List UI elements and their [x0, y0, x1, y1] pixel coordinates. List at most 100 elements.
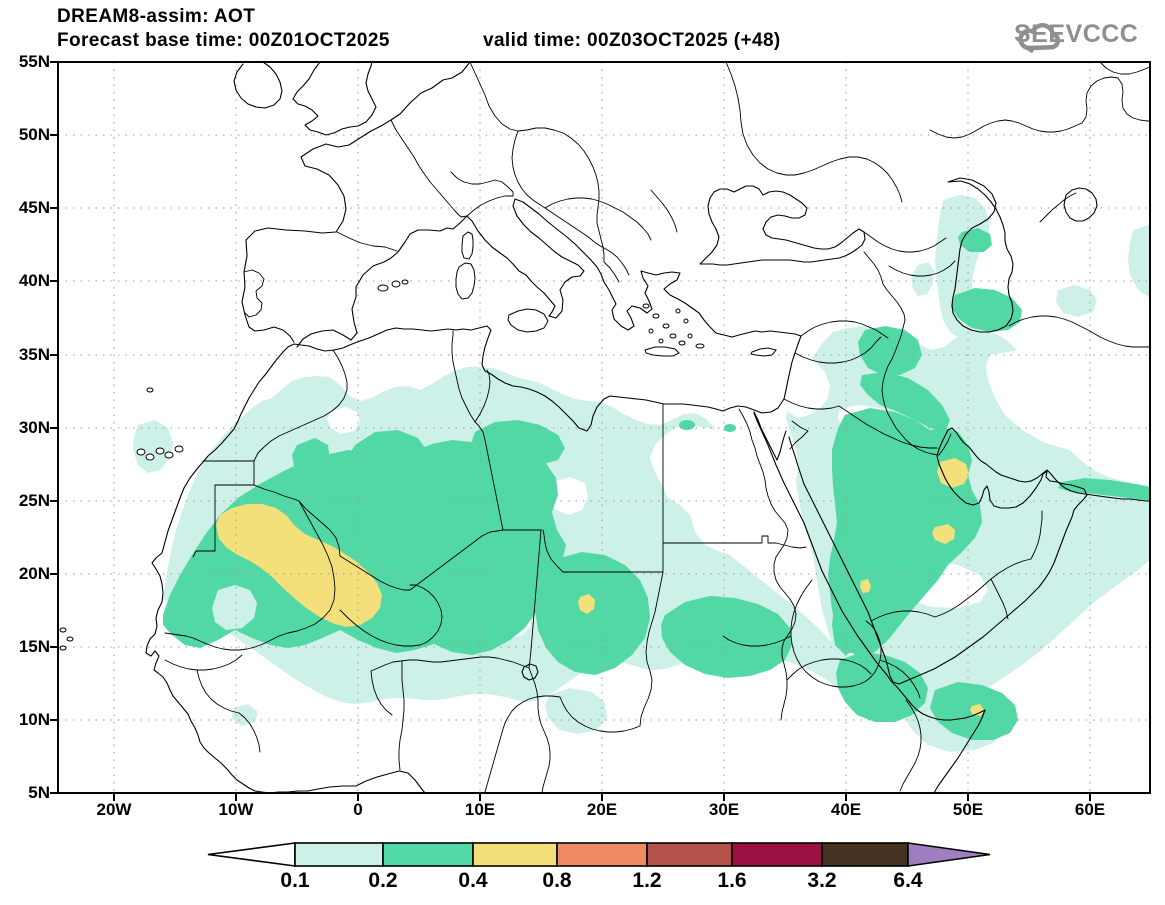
lat-label-10n: 10N — [18, 710, 50, 729]
lat-label-35n: 35N — [18, 345, 50, 364]
lon-label-60e: 60E — [1074, 800, 1106, 819]
aral-sea — [1063, 187, 1098, 222]
colorbar-label-0.1: 0.1 — [280, 869, 310, 892]
border-kazakhstan — [929, 62, 1150, 223]
colorbar-label-0.8: 0.8 — [542, 869, 572, 892]
lat-label-15n: 15N — [18, 637, 50, 656]
colorbar-segment-6 — [821, 842, 909, 867]
lon-label-10w: 10W — [218, 800, 254, 819]
coastline-europe-atlantic — [241, 62, 471, 343]
border-france-east — [390, 119, 468, 218]
border-morocco-algeria — [253, 349, 348, 462]
fill-yellow-chad — [578, 594, 595, 614]
coastline-mediterranean-north — [296, 198, 802, 348]
fill-cyan-nigeria — [545, 688, 607, 734]
fill-teal-spot-egypt2 — [724, 424, 736, 432]
lat-label-40n: 40N — [18, 271, 50, 290]
colorbar-segment-2 — [472, 842, 558, 867]
valid-time: valid time: 00Z03OCT2025 (+48) — [483, 30, 781, 51]
fill-teal-north-iraq — [858, 326, 922, 375]
axis-ticks — [50, 61, 1091, 801]
hole-white-iran — [986, 350, 1125, 450]
colorbar-arrow-above-max — [907, 842, 991, 867]
fill-yellow-somalia — [970, 704, 984, 716]
coastline-black-sea — [699, 185, 866, 266]
lat-label-5n: 5N — [28, 783, 50, 802]
fill-teal-west-africa — [163, 440, 566, 655]
coastline-ireland — [233, 62, 283, 109]
lat-label-50n: 50N — [18, 125, 50, 144]
fill-cyan-east-turkey — [912, 262, 934, 296]
border-central-europe — [450, 62, 678, 283]
fill-yellow-kuwait — [937, 458, 969, 488]
colorbar-label-0.2: 0.2 — [368, 869, 398, 892]
border-burkina-mali — [339, 584, 443, 647]
fill-teal-algeria-east — [348, 430, 428, 490]
page-title: DREAM8-assim: AOT — [57, 6, 256, 27]
border-ethiopia-eritrea-somalia — [722, 579, 922, 792]
border-guinea-region — [164, 654, 261, 753]
border-iran-turkmenistan — [1008, 315, 1150, 348]
island-crete — [644, 346, 680, 357]
lat-label-45n: 45N — [18, 198, 50, 217]
fill-cyan-canary — [133, 420, 173, 473]
lon-label-20w: 20W — [96, 800, 132, 819]
island-corsica — [461, 231, 474, 260]
hole-white-levant — [782, 350, 830, 418]
fill-cyan-turkmen — [1056, 285, 1097, 317]
border-turkey-iran-iraq — [800, 319, 952, 456]
lat-label-20n: 20N — [18, 564, 50, 583]
border-niger-chad — [528, 529, 542, 669]
coastline-great-britain — [292, 62, 377, 136]
aot-fill-contours — [133, 195, 1150, 752]
lat-label-25n: 25N — [18, 491, 50, 510]
fill-yellow-mali — [216, 504, 382, 627]
colorbar-label-0.4: 0.4 — [458, 869, 488, 892]
fill-teal-chad — [535, 552, 650, 675]
island-sicily — [507, 308, 549, 333]
fill-cyan-right-edge — [1128, 225, 1150, 298]
border-levant-arabia — [783, 336, 938, 450]
islands-aegean — [642, 303, 705, 349]
border-iberia — [243, 231, 398, 318]
lon-label-40e: 40E — [830, 800, 862, 819]
colorbar-arrow-below-min — [207, 842, 296, 867]
coastline-caspian-sea — [947, 177, 1014, 333]
lake-chad — [521, 663, 539, 681]
colorbar-label-1.2: 1.2 — [632, 869, 662, 892]
lon-label-30e: 30E — [708, 800, 740, 819]
cloud-icon — [1018, 23, 1061, 54]
river-nile — [738, 408, 872, 721]
lat-label-55n: 55N — [18, 52, 50, 71]
colorbar-label-3.2: 3.2 — [807, 869, 837, 892]
colorbar-segment-0 — [294, 842, 384, 867]
logo-text: SEEVCCC — [1014, 20, 1139, 48]
border-western-sahara — [192, 460, 255, 558]
hole-white-libya — [548, 477, 588, 515]
island-cyprus — [750, 347, 777, 357]
colorbar-label-6.4: 6.4 — [893, 869, 923, 892]
fill-teal-algeria-west — [292, 438, 330, 475]
fill-teal-south-caspian — [951, 288, 1022, 332]
lon-label-50e: 50E — [952, 800, 984, 819]
forecast-base-time: Forecast base time: 00Z01OCT2025 — [57, 30, 390, 51]
hole-cyan-mauritania — [212, 585, 257, 630]
border-ukraine-russia — [725, 62, 903, 203]
border-chad-sudan-car — [484, 571, 664, 793]
border-caucasus — [863, 231, 956, 321]
coastlines — [59, 62, 1150, 793]
islands-canary — [136, 387, 184, 461]
lon-label-10e: 10E — [464, 800, 496, 819]
islands-balearic — [377, 279, 409, 292]
fill-yellow-red-sea — [860, 579, 871, 593]
coastline-red-sea-africa — [753, 412, 986, 793]
seevccc-logo: SEEVCCC — [1014, 20, 1139, 54]
fill-yellow-saudi — [932, 524, 955, 544]
coastline-arabia — [788, 427, 1150, 685]
colorbar — [207, 842, 991, 867]
colorbar-segment-1 — [382, 842, 474, 867]
fill-teal-nw-libya — [472, 420, 565, 465]
islands-cape-verde — [59, 627, 74, 651]
